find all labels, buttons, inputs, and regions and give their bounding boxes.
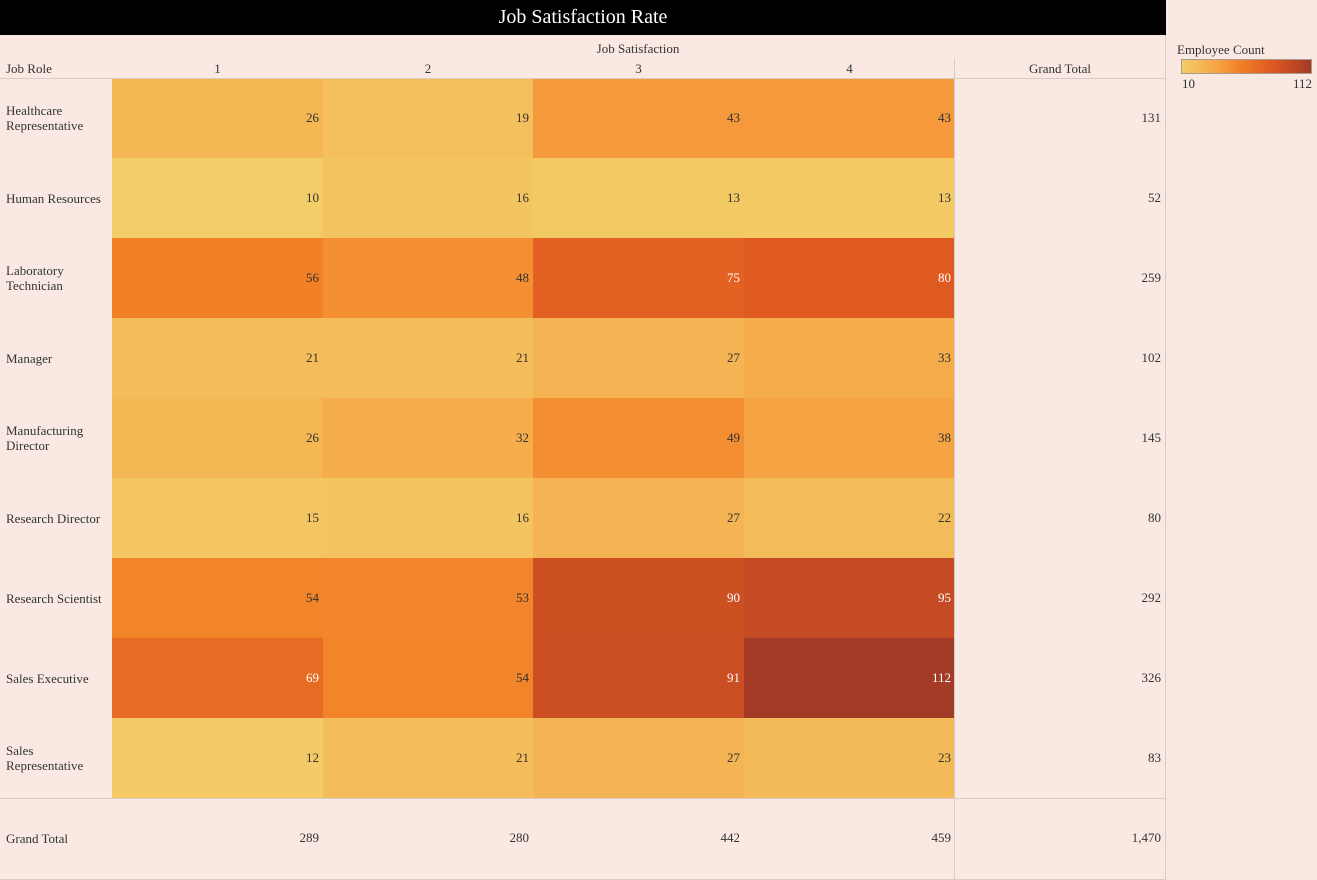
heatmap-cell[interactable]: 13 [744,158,955,238]
row-total: 131 [1141,110,1162,125]
heatmap-cell[interactable]: 12 [112,718,323,798]
heatmap-cell[interactable]: 10 [112,158,323,238]
heatmap-cell[interactable]: 21 [323,718,533,798]
heatmap-cell[interactable]: 90 [533,558,744,638]
chart-title-text: Job Satisfaction Rate [498,6,668,28]
row-total: 83 [1148,750,1161,765]
heatmap-cell[interactable]: 95 [744,558,955,638]
column-total: 459 [931,830,952,845]
grid-divider [0,798,1166,799]
column-total: 280 [509,830,530,845]
legend-title: Employee Count [1177,42,1265,57]
heatmap-cell[interactable]: 56 [112,238,323,318]
legend-min-label: 10 [1182,76,1195,91]
heatmap-cell[interactable]: 23 [744,718,955,798]
row-label: Sales Executive [6,670,89,686]
heatmap-cell[interactable]: 21 [323,318,533,398]
heatmap-cell[interactable]: 49 [533,398,744,478]
row-label: Healthcare Representative [6,103,84,133]
column-header-title: Job Satisfaction [596,41,680,56]
row-label: Human Resources [6,190,101,206]
grand-total-value: 1,470 [1131,830,1161,845]
row-label: Manager [6,350,53,366]
heatmap-cell[interactable]: 27 [533,718,744,798]
heatmap-cell[interactable]: 13 [533,158,744,238]
grand-total-column-header: Grand Total [1028,61,1092,76]
column-label-1: 1 [214,61,221,76]
row-total: 326 [1141,670,1162,685]
chart-title: Job Satisfaction Rate [0,0,1166,35]
heatmap-cell[interactable]: 38 [744,398,955,478]
row-total: 80 [1148,510,1161,525]
column-total: 442 [720,830,741,845]
legend-panel [1166,0,1317,880]
column-total: 289 [299,830,320,845]
row-total: 292 [1141,590,1162,605]
row-total: 52 [1148,190,1161,205]
row-label: Sales Representative [6,743,84,773]
grid-divider [1165,35,1166,880]
row-total: 102 [1141,350,1162,365]
heatmap-cell[interactable]: 22 [744,478,955,558]
row-total: 145 [1141,430,1162,445]
heatmap-cell[interactable]: 53 [323,558,533,638]
column-label-4: 4 [846,61,853,76]
heatmap-cell[interactable]: 16 [323,478,533,558]
heatmap-cell[interactable]: 21 [112,318,323,398]
grid-divider [0,78,1166,79]
heatmap-cell[interactable]: 54 [323,638,533,718]
row-label: Manufacturing Director [6,423,84,453]
row-label: Laboratory Technician [6,263,64,293]
heatmap-cell[interactable]: 27 [533,318,744,398]
heatmap-cell[interactable]: 48 [323,238,533,318]
heatmap-cell[interactable]: 54 [112,558,323,638]
legend-max-label: 112 [1292,76,1312,91]
heatmap-cell[interactable]: 75 [533,238,744,318]
grand-total-row-label: Grand Total [6,830,69,846]
heatmap-cell[interactable]: 19 [323,78,533,158]
heatmap-cell[interactable]: 80 [744,238,955,318]
heatmap-cell[interactable]: 112 [744,638,955,718]
row-label: Research Director [6,510,101,526]
grid-divider [954,58,955,880]
heatmap-cell[interactable]: 33 [744,318,955,398]
column-label-2: 2 [424,61,432,76]
heatmap-cell[interactable]: 69 [112,638,323,718]
heatmap-cell[interactable]: 91 [533,638,744,718]
column-label-3: 3 [635,61,642,76]
heatmap-cell[interactable]: 27 [533,478,744,558]
heatmap-cell[interactable]: 16 [323,158,533,238]
heatmap-cell[interactable]: 43 [744,78,955,158]
heatmap-cell[interactable]: 26 [112,78,323,158]
row-total: 259 [1141,270,1162,285]
heatmap-cell[interactable]: 32 [323,398,533,478]
color-legend-bar[interactable] [1181,59,1312,74]
heatmap-cell[interactable]: 15 [112,478,323,558]
row-header-title: Job Role [6,61,52,76]
row-label: Research Scientist [6,590,102,606]
heatmap-cell[interactable]: 26 [112,398,323,478]
heatmap-cell[interactable]: 43 [533,78,744,158]
